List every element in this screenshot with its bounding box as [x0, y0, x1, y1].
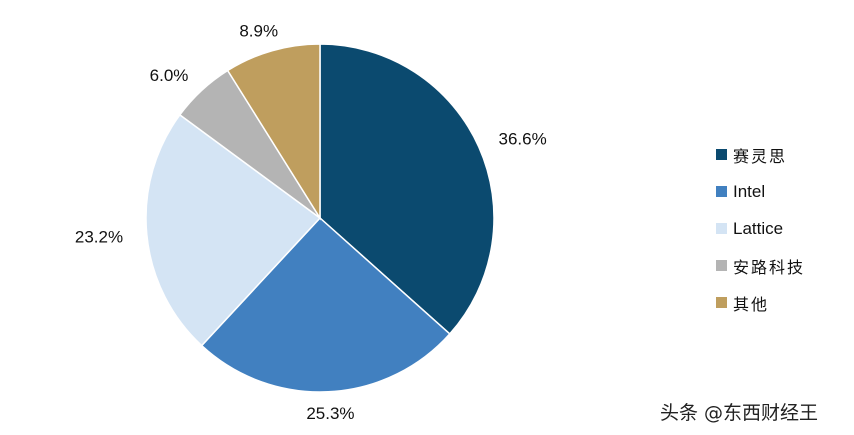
- legend-label: 安路科技: [733, 257, 806, 277]
- legend-swatch: [716, 223, 727, 234]
- pie-slice: [145, 113, 322, 347]
- legend-label: 其他: [733, 294, 770, 314]
- data-label: 25.3%: [306, 404, 354, 423]
- pie-slice: [226, 43, 321, 221]
- data-label: 23.2%: [75, 227, 123, 246]
- legend-item: Lattice: [716, 210, 805, 247]
- legend-label: 赛灵思: [733, 146, 788, 166]
- legend-item: Intel: [716, 173, 805, 210]
- pie-slice: [200, 216, 451, 393]
- watermark: 头条 @东西财经王: [660, 402, 819, 424]
- legend-swatch: [716, 260, 727, 271]
- legend-label: Lattice: [733, 218, 784, 238]
- legend-label: Intel: [733, 181, 766, 201]
- legend-swatch: [716, 149, 727, 160]
- data-label: 6.0%: [150, 66, 189, 85]
- legend-item: 安路科技: [716, 247, 805, 284]
- legend-item: 其他: [716, 284, 805, 321]
- data-label: 8.9%: [239, 22, 278, 41]
- legend-item: 赛灵思: [716, 136, 805, 173]
- legend-swatch: [716, 186, 727, 197]
- pie-slice: [319, 43, 495, 335]
- legend-swatch: [716, 297, 727, 308]
- data-label: 36.6%: [499, 129, 547, 148]
- legend: 赛灵思 Intel Lattice 安路科技 其他: [716, 136, 805, 321]
